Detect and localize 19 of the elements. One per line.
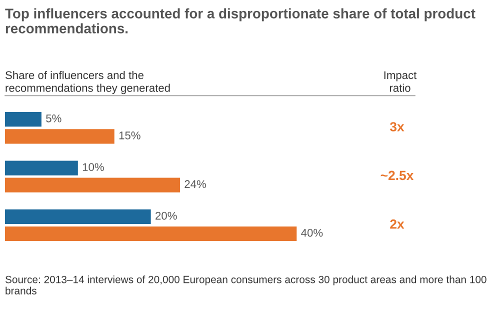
chart-subtitle: Share of influencers and the recommendations they generated	[6, 70, 170, 94]
bar	[5, 178, 180, 192]
bar	[5, 129, 114, 144]
bar	[5, 112, 42, 127]
data-label: 20%	[156, 212, 177, 220]
text: 3x	[390, 122, 404, 132]
bar	[5, 209, 151, 224]
data-label: 15%	[119, 132, 140, 140]
source-note: Source: 2013–14 interviews of 20,000 European consumers across 30 product areas and more than 100 brands	[5, 276, 486, 294]
bar	[5, 160, 78, 176]
data-label: 40%	[301, 228, 323, 237]
chart-title: Top influencers accounted for a disproportionate share of total product recommendations.	[5, 8, 476, 34]
bar	[5, 226, 297, 242]
data-label: 24%	[184, 180, 206, 188]
data-label: 10%	[82, 163, 104, 172]
data-label: 5%	[46, 114, 62, 122]
text: ~2.5x	[380, 170, 414, 180]
text: Impact ratio	[384, 71, 417, 92]
text: 2x	[390, 219, 404, 229]
